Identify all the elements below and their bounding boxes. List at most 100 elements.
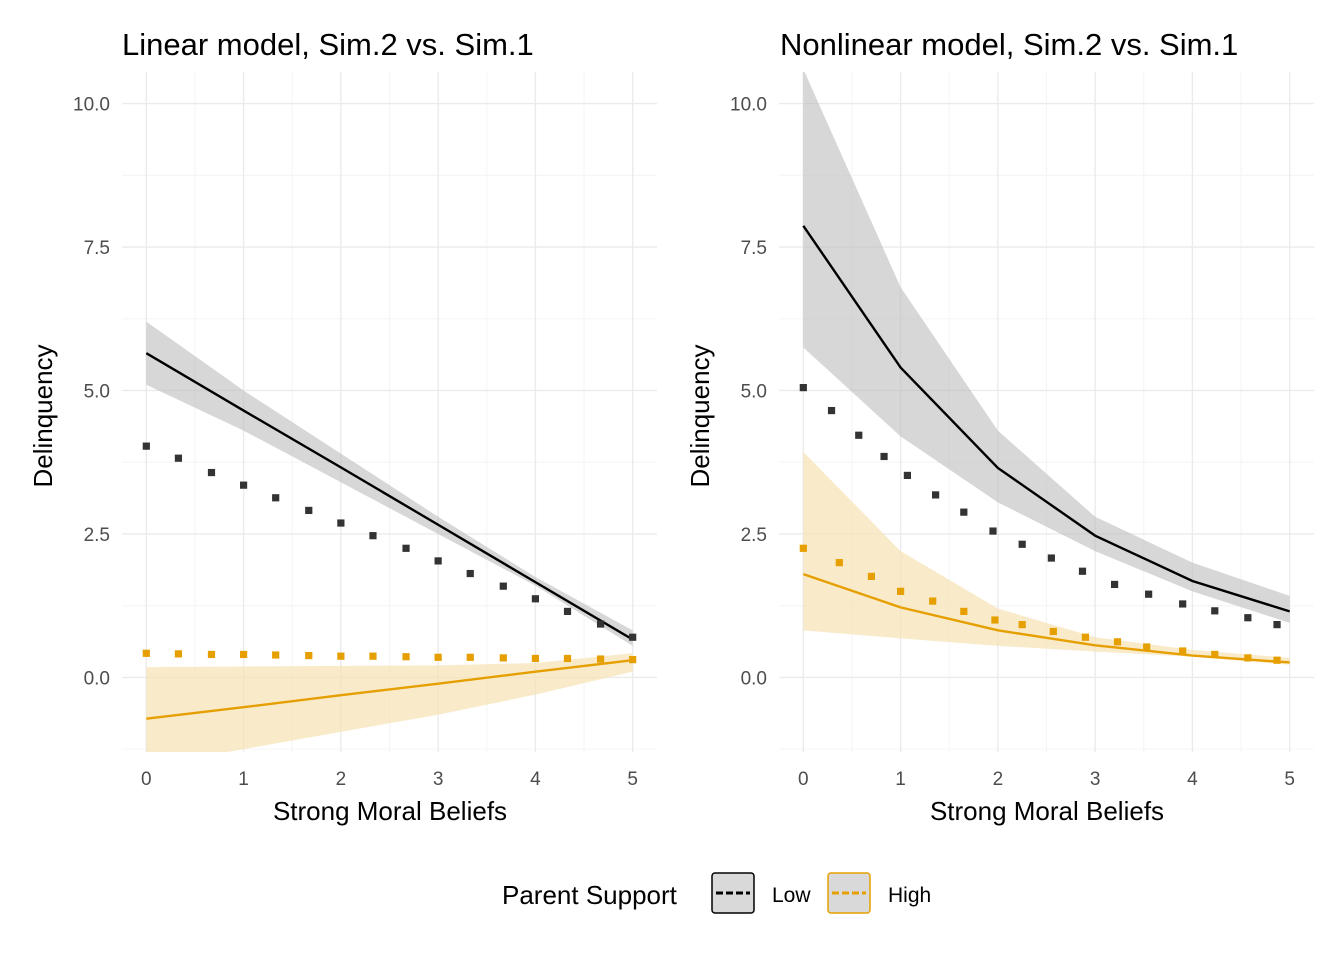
dot-point-high	[207, 650, 216, 659]
x-tick-label: 5	[627, 769, 638, 790]
dot-point-high	[434, 653, 442, 661]
dot-point-high	[466, 653, 474, 661]
x-tick-label: 2	[336, 769, 347, 790]
line-high	[146, 658, 633, 720]
legend: Parent Support Low High	[502, 872, 931, 914]
dot-point-low	[1211, 607, 1219, 615]
line-low	[802, 225, 1291, 613]
dot-point-low	[369, 532, 377, 540]
ribbon-high	[146, 653, 633, 752]
panel-linear-model: Linear model, Sim.2 vs. Sim.1 0 1 2 3 4 5 0.0 2…	[28, 27, 657, 826]
dot-point-low	[466, 569, 474, 578]
y-tick-label: 10.0	[73, 95, 110, 116]
dot-point-low	[142, 442, 150, 450]
dot-point-low	[827, 406, 836, 415]
dot-point-low	[305, 506, 313, 515]
dot-point-high	[1179, 647, 1187, 655]
dot-point-high	[1049, 627, 1057, 636]
dot-point-high	[337, 652, 345, 660]
dot-point-low	[629, 633, 637, 641]
dot-point-low	[1047, 554, 1055, 562]
dot-point-high	[142, 649, 150, 657]
dot-point-low	[1273, 621, 1281, 629]
dot-point-low	[1018, 540, 1026, 548]
dot-point-low	[1145, 590, 1153, 598]
dot-point-low	[434, 557, 442, 565]
panel-nonlinear-model: Nonlinear model, Sim.2 vs. Sim.1 0 1 2 3 4 50…	[685, 27, 1314, 826]
legend-item-high: High	[827, 872, 931, 914]
dot-point-high	[1143, 643, 1151, 651]
dot-point-high	[799, 544, 807, 552]
dot-point-high	[174, 650, 183, 658]
dot-point-low	[207, 468, 216, 477]
dot-point-low	[531, 595, 540, 603]
dot-point-low	[960, 508, 968, 516]
y-tick-label: 7.5	[741, 238, 767, 259]
dot-point-high	[563, 654, 572, 663]
dot-point-high	[991, 616, 999, 624]
dot-point-low	[1110, 580, 1119, 589]
dot-point-high	[1113, 638, 1122, 646]
ribbons-linear	[146, 321, 633, 752]
x-tick-label: 3	[433, 769, 444, 790]
dot-point-high	[239, 650, 248, 659]
y-tick-label: 5.0	[84, 381, 110, 402]
x-tick-label: 3	[1090, 769, 1101, 790]
dot-point-high	[402, 653, 410, 661]
ticks-linear: 0 1 2 3 4 5 0.0 2.5 5.0 7.5 10.0	[73, 95, 638, 790]
y-tick-label: 7.5	[84, 238, 110, 259]
dot-point-low	[903, 471, 911, 480]
y-tick-label: 2.5	[741, 525, 767, 546]
dot-point-high	[305, 651, 313, 660]
dot-point-low	[272, 494, 280, 502]
x-tick-label: 0	[798, 769, 809, 790]
x-tick-label: 0	[141, 769, 152, 790]
dot-point-low	[337, 519, 345, 527]
dot-point-low	[174, 454, 183, 462]
dot-point-high	[1244, 654, 1252, 662]
y-tick-label: 10.0	[730, 95, 767, 116]
dot-point-high	[499, 654, 507, 662]
panel-title-nonlinear: Nonlinear model, Sim.2 vs. Sim.1	[780, 27, 1238, 62]
x-axis-title-linear: Strong Moral Beliefs	[273, 796, 507, 826]
dot-point-low	[880, 452, 888, 461]
dot-point-high	[960, 607, 968, 616]
legend-item-low: Low	[711, 872, 811, 914]
dot-point-high	[629, 656, 637, 664]
ticks-nonlinear: 0 1 2 3 4 5 0.0 2.5 5.0 7.5 10.0	[730, 95, 1295, 790]
dot-point-low	[1078, 567, 1087, 575]
y-axis-title-nonlinear: Delinquency	[685, 344, 715, 487]
legend-label-high: High	[888, 884, 931, 907]
y-tick-label: 5.0	[741, 381, 767, 402]
dot-point-low	[499, 582, 507, 590]
dot-point-high	[929, 597, 937, 605]
x-tick-label: 1	[238, 769, 249, 790]
dot-point-low	[239, 481, 248, 489]
dot-point-low	[402, 544, 410, 552]
dot-point-low	[596, 620, 605, 628]
lines-nonlinear	[799, 225, 1291, 664]
legend-label-low: Low	[772, 884, 811, 907]
dot-point-low	[1179, 600, 1187, 608]
lines-linear	[142, 352, 637, 720]
dot-point-high	[867, 572, 876, 581]
dot-point-high	[596, 655, 605, 663]
panel-title-linear: Linear model, Sim.2 vs. Sim.1	[122, 27, 534, 62]
ribbon-high	[803, 451, 1290, 665]
dot-point-high	[1018, 621, 1026, 629]
dot-point-high	[835, 559, 843, 567]
x-tick-label: 1	[895, 769, 906, 790]
dot-point-low	[932, 491, 940, 499]
dot-point-high	[369, 652, 377, 660]
line-high	[802, 572, 1290, 664]
y-axis-title-linear: Delinquency	[28, 344, 58, 487]
ribbons-nonlinear	[803, 72, 1290, 665]
dot-point-low	[855, 431, 863, 439]
line-low	[145, 352, 634, 641]
dot-point-high	[1211, 650, 1219, 659]
dot-point-high	[1081, 633, 1090, 641]
dot-point-low	[563, 607, 572, 616]
dot-point-high	[531, 654, 540, 663]
dot-point-high	[896, 587, 905, 595]
